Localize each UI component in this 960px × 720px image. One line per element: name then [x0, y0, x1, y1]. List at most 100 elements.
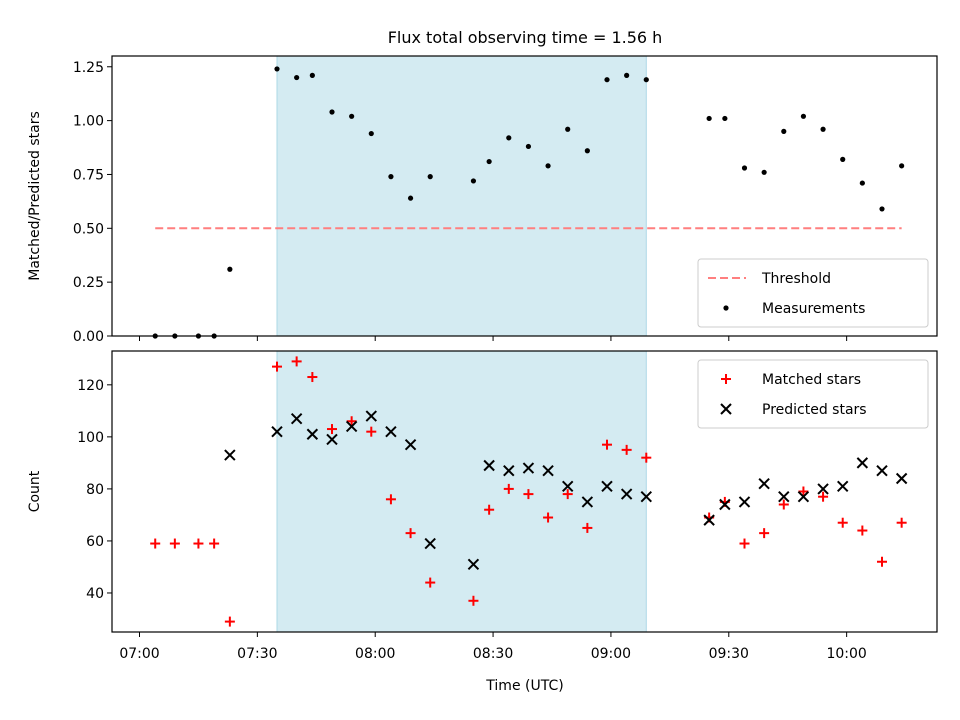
matched-point [366, 426, 377, 437]
y-tick-label: 60 [86, 534, 104, 550]
predicted-point [424, 537, 436, 550]
matched-point [425, 577, 436, 588]
measurement-point [525, 143, 532, 150]
legend-label: Measurements [762, 301, 865, 317]
matched-point [405, 528, 416, 539]
matched-point [385, 494, 396, 505]
matched-point [602, 439, 612, 450]
predicted-point [404, 438, 417, 451]
predicted-point [837, 480, 849, 493]
observing-window-shade [276, 350, 647, 633]
predicted-point [895, 472, 908, 485]
matched-point [837, 517, 848, 528]
predicted-point [326, 433, 338, 446]
legend-box [697, 258, 929, 328]
x-tick-label: 09:30 [709, 646, 749, 662]
legend: Matched stars Predicted stars [697, 359, 929, 429]
measurement-point [840, 156, 846, 162]
legend-label: Matched stars [762, 372, 861, 388]
matched-point [543, 512, 554, 523]
measurement-point [506, 135, 512, 141]
y-axis-label: Matched/Predicted stars [27, 111, 43, 281]
measurement-point [899, 163, 905, 169]
count-panel: 40 60 80 100 120 07:00 07:30 08:00 08:30 09:00 09:… [27, 350, 938, 662]
matched-point [759, 528, 770, 539]
predicted-point [503, 464, 515, 477]
matched-point [896, 517, 907, 528]
predicted-point [581, 496, 594, 508]
matched-point [877, 556, 887, 567]
matched-point [291, 356, 302, 367]
legend: Threshold Measurements [697, 258, 929, 328]
y-axis-label: Count [27, 470, 43, 512]
predicted-point [640, 490, 652, 503]
measurement-point [722, 115, 728, 122]
legend-predicted-swatch [720, 403, 732, 415]
x-tick-label: 07:00 [119, 646, 159, 662]
predicted-point [306, 428, 319, 440]
measurement-point [624, 72, 630, 78]
measurement-point [584, 148, 590, 154]
matched-point [150, 538, 161, 549]
matched-point [193, 538, 204, 549]
measurement-point [309, 72, 315, 78]
legend-matched-swatch [721, 374, 731, 384]
x-tick-label: 07:30 [237, 646, 277, 662]
y-tick-label: 1.00 [73, 114, 104, 130]
measurement-point [427, 174, 433, 180]
matched-point [307, 372, 318, 383]
predicted-point [758, 477, 770, 490]
measurement-point [706, 115, 712, 122]
predicted-point [345, 420, 358, 433]
matched-point [224, 616, 235, 627]
matched-point [582, 522, 593, 533]
measurement-point [486, 158, 492, 165]
matched-point [739, 538, 750, 549]
predicted-point [224, 449, 236, 461]
matched-point [562, 489, 573, 500]
matched-point [169, 538, 180, 549]
y-tick-label: 0.25 [73, 275, 104, 291]
matched-point [503, 483, 514, 494]
matched-point [798, 486, 809, 497]
predicted-point [876, 464, 888, 477]
matched-point [641, 452, 652, 463]
y-tick-label: 40 [86, 586, 104, 602]
measurement-point [879, 206, 885, 212]
legend-box [697, 359, 929, 429]
predicted-point [271, 425, 283, 438]
measurement-point [274, 66, 280, 72]
x-axis-label: Time (UTC) [485, 678, 563, 694]
predicted-point [522, 462, 535, 474]
measurement-point [349, 113, 355, 119]
predicted-point [467, 558, 480, 571]
y-tick-label: 0.75 [73, 167, 104, 183]
predicted-point [385, 425, 397, 438]
predicted-point [738, 496, 751, 508]
predicted-point [817, 483, 829, 495]
x-tick-label: 08:30 [473, 646, 513, 662]
measurement-point [604, 77, 610, 83]
predicted-point [620, 488, 633, 500]
measurement-point [781, 128, 787, 134]
chart-title: Flux total observing time = 1.56 h [388, 28, 663, 47]
y-tick-label: 1.25 [73, 60, 104, 76]
observing-window-shade [276, 55, 647, 337]
x-tick-label: 09:00 [591, 646, 631, 662]
matched-point [209, 538, 220, 549]
predicted-point [719, 498, 731, 511]
measurement-point [294, 74, 300, 81]
series-measurements [152, 66, 905, 339]
matched-point [621, 444, 632, 455]
matched-point [523, 489, 534, 500]
matched-point [468, 595, 479, 606]
measurement-point [329, 109, 335, 115]
predicted-point [365, 410, 377, 422]
legend-label: Predicted stars [762, 402, 867, 418]
legend-measurement-swatch [723, 305, 729, 311]
predicted-point [797, 490, 810, 503]
ratio-panel: 0.00 0.25 0.50 0.75 1.00 1.25 Matched/Predicte… [27, 55, 938, 345]
legend-label: Threshold [761, 271, 831, 287]
predicted-point [483, 459, 495, 472]
